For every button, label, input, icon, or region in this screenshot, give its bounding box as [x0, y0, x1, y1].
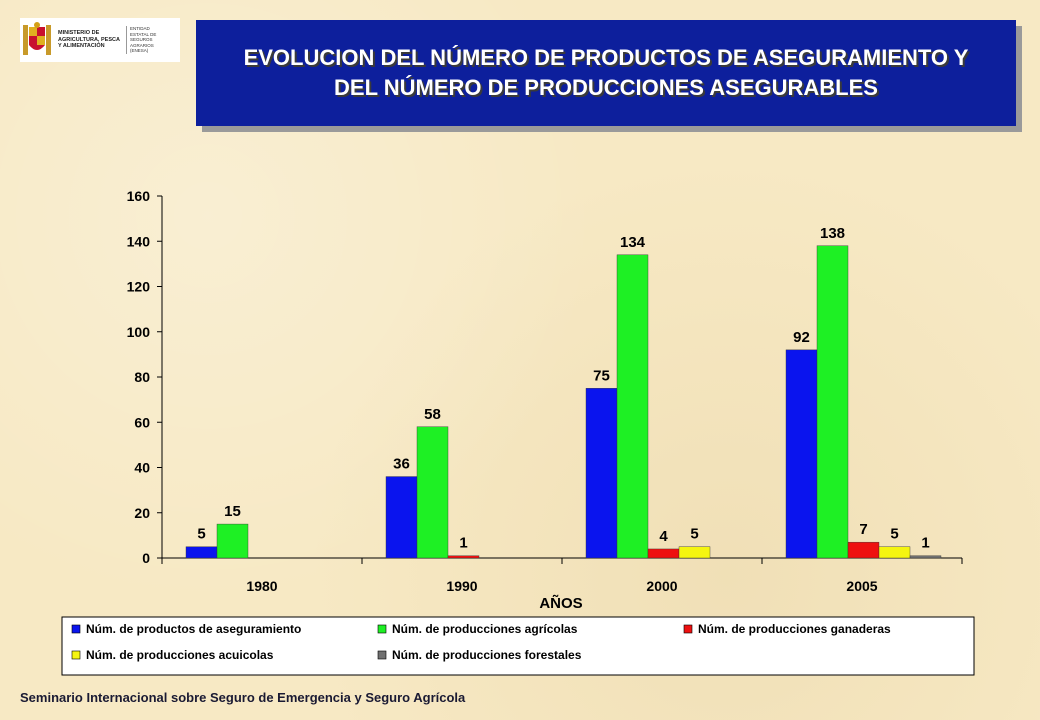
y-tick-label: 40	[134, 460, 150, 476]
data-label: 58	[424, 406, 441, 423]
data-label: 1	[459, 535, 467, 552]
bar	[909, 555, 942, 559]
bar	[385, 476, 418, 559]
legend-label: Núm. de producciones acuicolas	[86, 648, 274, 662]
data-label: 5	[197, 526, 205, 543]
data-label: 134	[620, 234, 646, 251]
y-tick-label: 60	[134, 414, 150, 430]
legend-box	[61, 616, 975, 676]
data-label: 1	[921, 535, 929, 552]
y-tick-label: 140	[127, 233, 151, 249]
y-tick-label: 120	[127, 279, 151, 295]
data-label: 75	[593, 367, 610, 384]
data-label: 138	[820, 225, 845, 242]
data-label: 7	[859, 521, 867, 538]
legend-swatch	[71, 650, 81, 660]
bar	[678, 546, 711, 559]
x-tick-label: 1980	[246, 578, 277, 594]
bar	[647, 548, 680, 559]
legend-swatch	[377, 624, 387, 634]
data-label: 5	[890, 526, 898, 543]
entity-name: ENTIDAD ESTATAL DE SEGUROS AGRARIOS (ENE…	[126, 26, 168, 54]
data-label: 36	[393, 456, 410, 473]
bar	[185, 546, 218, 559]
title-banner: EVOLUCION DEL NÚMERO DE PRODUCTOS DE ASE…	[196, 20, 1016, 126]
coat-of-arms-icon	[23, 22, 51, 55]
x-tick-label: 2005	[846, 578, 877, 594]
y-tick-label: 160	[127, 188, 151, 204]
legend-swatch	[71, 624, 81, 634]
y-tick-label: 20	[134, 505, 150, 521]
ministry-name: MINISTERIO DE AGRICULTURA, PESCA Y ALIME…	[58, 30, 120, 50]
legend-swatch	[683, 624, 693, 634]
legend-label: Núm. de productos de aseguramiento	[86, 622, 301, 636]
legend-label: Núm. de producciones forestales	[392, 648, 582, 662]
data-label: 5	[690, 526, 698, 543]
bar	[447, 555, 480, 559]
data-label: 92	[793, 329, 810, 346]
x-axis-label: AÑOS	[539, 594, 582, 612]
footer-text: Seminario Internacional sobre Seguro de …	[20, 690, 466, 705]
bar	[585, 388, 618, 559]
data-label: 4	[659, 528, 668, 545]
bar	[216, 523, 249, 559]
bar	[878, 546, 911, 559]
bar	[816, 245, 849, 559]
y-tick-label: 0	[142, 550, 150, 566]
y-tick-label: 80	[134, 369, 150, 385]
ministry-logo: MINISTERIO DE AGRICULTURA, PESCA Y ALIME…	[20, 18, 180, 62]
page-title: EVOLUCION DEL NÚMERO DE PRODUCTOS DE ASE…	[243, 45, 969, 100]
y-tick-label: 100	[127, 324, 151, 340]
x-tick-label: 1990	[446, 578, 477, 594]
bar	[416, 426, 449, 559]
bar	[847, 541, 880, 559]
legend-label: Núm. de producciones agrícolas	[392, 622, 578, 636]
data-label: 15	[224, 503, 241, 520]
bar	[616, 254, 649, 559]
legend-label: Núm. de producciones ganaderas	[698, 622, 891, 636]
x-tick-label: 2000	[646, 578, 677, 594]
legend-swatch	[377, 650, 387, 660]
bar	[785, 349, 818, 559]
